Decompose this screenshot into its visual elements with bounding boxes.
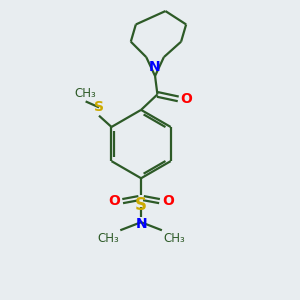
Text: S: S: [94, 100, 104, 114]
Text: CH₃: CH₃: [75, 87, 97, 100]
Text: S: S: [135, 196, 147, 214]
Text: N: N: [149, 60, 161, 74]
Text: O: O: [108, 194, 120, 208]
Text: CH₃: CH₃: [164, 232, 185, 245]
Text: O: O: [162, 194, 174, 208]
Text: CH₃: CH₃: [97, 232, 119, 245]
Text: O: O: [181, 92, 193, 106]
Text: N: N: [135, 217, 147, 231]
